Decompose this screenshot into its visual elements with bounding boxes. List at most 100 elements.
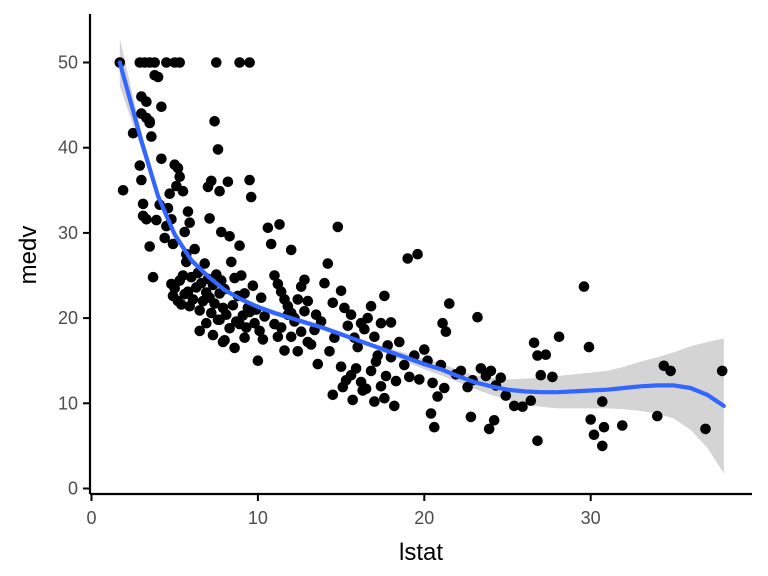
data-point: [427, 377, 438, 389]
data-point: [385, 317, 397, 328]
data-point: [184, 217, 195, 228]
data-point: [488, 415, 500, 426]
data-point: [182, 286, 194, 298]
data-point: [172, 162, 184, 174]
data-point: [389, 400, 400, 412]
data-point: [239, 332, 250, 344]
data-point: [274, 219, 285, 230]
data-point: [359, 323, 370, 335]
data-point: [127, 127, 139, 139]
y-tick-label: 40: [58, 138, 78, 158]
data-point: [517, 401, 528, 413]
smooth-line: [117, 60, 726, 408]
data-point: [339, 302, 350, 314]
data-point: [553, 331, 565, 343]
x-tick-label: 30: [581, 508, 601, 528]
data-point: [465, 411, 477, 423]
data-point: [234, 240, 245, 251]
data-point: [209, 116, 220, 127]
data-point: [137, 198, 149, 210]
data-point: [444, 298, 455, 309]
data-point: [177, 185, 189, 197]
data-point: [239, 288, 250, 299]
data-point: [302, 295, 314, 307]
data-point: [305, 339, 317, 350]
data-point: [508, 400, 520, 412]
data-point: [292, 294, 304, 305]
data-point: [234, 57, 245, 68]
data-point: [335, 361, 347, 373]
data-point: [244, 57, 255, 68]
data-point: [432, 391, 443, 402]
data-point: [201, 317, 212, 329]
data-point: [475, 363, 487, 374]
y-tick-label: 30: [58, 223, 78, 243]
data-point: [141, 214, 152, 225]
data-point: [528, 337, 540, 349]
data-point: [350, 363, 362, 374]
data-point: [495, 372, 507, 384]
data-point: [362, 312, 374, 324]
data-point: [285, 331, 297, 343]
data-point: [380, 370, 392, 382]
data-point: [199, 258, 210, 269]
data-point: [229, 342, 240, 354]
data-point: [394, 336, 405, 348]
data-point: [279, 345, 290, 356]
data-point: [255, 292, 267, 304]
data-point: [335, 285, 347, 297]
data-point: [144, 116, 155, 127]
data-point: [179, 226, 190, 238]
data-point: [652, 410, 663, 422]
data-point: [292, 346, 304, 357]
data-point: [144, 241, 155, 252]
data-point: [617, 420, 628, 431]
axes-layer: [88, 14, 752, 496]
data-point: [136, 174, 147, 186]
data-point: [342, 320, 354, 332]
x-tick-label: 20: [414, 508, 434, 528]
data-point: [214, 314, 225, 326]
data-point: [159, 232, 170, 244]
data-point: [164, 188, 175, 199]
data-point: [437, 317, 448, 329]
data-point: [217, 336, 229, 348]
data-point: [716, 365, 728, 377]
data-point: [369, 331, 380, 343]
y-tick-label: 20: [58, 308, 78, 328]
data-point: [483, 423, 495, 435]
data-point: [379, 392, 390, 404]
data-point: [547, 371, 558, 383]
data-point: [265, 238, 277, 250]
data-point: [187, 294, 199, 305]
data-point: [176, 299, 187, 310]
data-point: [352, 341, 364, 353]
data-point: [222, 176, 234, 188]
data-point: [214, 185, 225, 197]
data-point: [194, 305, 205, 316]
data-point: [257, 334, 269, 345]
data-point: [194, 325, 205, 337]
data-point: [402, 253, 414, 264]
data-point: [455, 365, 467, 377]
data-point: [189, 243, 200, 255]
data-point: [252, 355, 264, 367]
data-point: [598, 421, 610, 433]
data-point: [429, 421, 440, 433]
data-point: [485, 365, 497, 377]
data-point: [337, 381, 349, 393]
data-point: [425, 408, 437, 419]
data-point: [234, 318, 245, 330]
data-point: [315, 316, 327, 327]
x-tick-label: 0: [86, 508, 96, 528]
data-point: [117, 185, 129, 196]
y-tick-label: 50: [58, 53, 78, 73]
data-point: [369, 396, 380, 407]
data-point: [262, 222, 274, 234]
data-point: [177, 270, 189, 281]
data-point: [245, 191, 257, 203]
x-tick-label: 10: [248, 508, 268, 528]
data-point: [312, 358, 324, 370]
data-point: [472, 311, 483, 323]
data-point: [583, 341, 595, 353]
